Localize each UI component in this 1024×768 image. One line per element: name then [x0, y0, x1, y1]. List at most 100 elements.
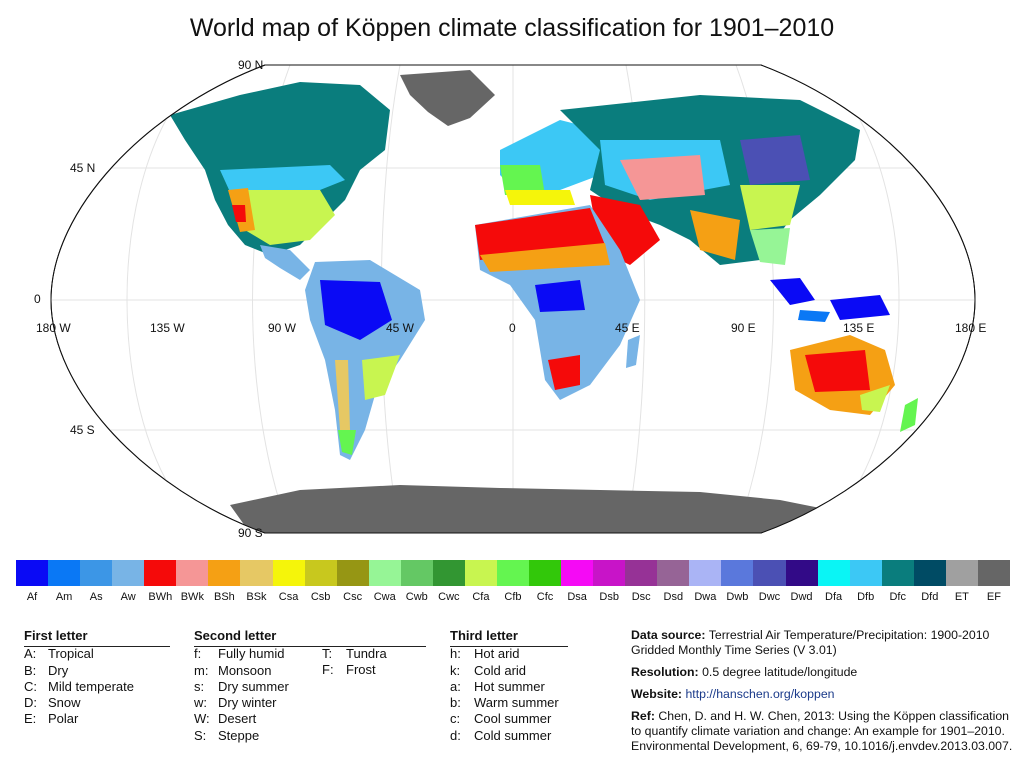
second-letter-value: Dry summer: [218, 678, 289, 694]
greenland: [400, 70, 495, 126]
third-letter-key: Third letter h: Hot arid k: Cold arid a: Hot …: [450, 628, 559, 744]
madagascar: [626, 335, 640, 368]
resolution-label: Resolution:: [631, 665, 699, 679]
legend-code-dfc: Dfc: [889, 591, 906, 603]
legend-code-csb: Csb: [310, 591, 331, 603]
third-letter-value: Cold summer: [474, 727, 552, 743]
first-letter-value: Polar: [48, 711, 79, 727]
second-letter-key: s:: [194, 678, 205, 694]
first-letter-row: E: Polar: [24, 711, 134, 727]
legend-code-dwc: Dwc: [758, 591, 781, 603]
legend-swatch-dfb: [849, 560, 882, 586]
second-letter-row: m: Monsoon: [194, 663, 289, 679]
reference: Ref: Chen, D. and H. W. Chen, 2013: Usin…: [631, 709, 1016, 754]
central-america: [260, 245, 310, 280]
second-letter-extra-key: F:: [322, 662, 334, 678]
reference-label: Ref:: [631, 709, 655, 723]
legend-code-dwd: Dwd: [790, 591, 813, 603]
third-letter-key: a:: [450, 678, 461, 694]
legend-code-et: ET: [954, 591, 969, 603]
second-letter-value: Steppe: [218, 727, 260, 743]
legend-swatch-am: [48, 560, 81, 586]
legend-color-bar: [16, 560, 1010, 586]
first-letter-row: B: Dry: [24, 663, 134, 679]
legend-swatch-af: [16, 560, 49, 586]
second-letter-key: S:: [194, 727, 207, 743]
legend-code-cfc: Cfc: [536, 591, 554, 603]
third-letter-key: c:: [450, 711, 461, 727]
new-zealand: [900, 398, 918, 432]
legend-swatch-bsk: [240, 560, 273, 586]
first-letter-rule: [24, 646, 170, 647]
legend-code-cwa: Cwa: [373, 591, 396, 603]
third-letter-key: h:: [450, 646, 461, 662]
first-letter-value: Mild temperate: [48, 678, 134, 694]
second-letter-extra-value: Tundra: [346, 646, 387, 661]
lon-label-135e: 135 E: [843, 321, 875, 335]
first-letter-value: Tropical: [48, 646, 94, 662]
third-letter-row: a: Hot summer: [450, 679, 559, 695]
legend-code-dsc: Dsc: [631, 591, 651, 603]
legend-swatch-dfd: [913, 560, 946, 586]
legend-code-cfb: Cfb: [504, 591, 522, 603]
first-letter-value: Dry: [48, 662, 69, 678]
second-letter-rule: [194, 646, 426, 647]
first-letter-row: D: Snow: [24, 695, 134, 711]
second-letter-key: f:: [194, 646, 202, 662]
lon-label-0: 0: [509, 321, 516, 335]
legend-swatch-cwa: [368, 560, 401, 586]
lat-label-45s: 45 S: [70, 423, 95, 437]
legend-swatch-cfc: [529, 560, 562, 586]
legend-code-dsb: Dsb: [599, 591, 619, 603]
website-link[interactable]: http://hanschen.org/koppen: [685, 687, 835, 701]
legend-swatch-dwd: [785, 560, 818, 586]
third-letter-row: c: Cool summer: [450, 711, 559, 727]
third-letter-row: h: Hot arid: [450, 646, 559, 662]
first-letter-key: First letter A: Tropical B: Dry C: Mild tempe…: [24, 628, 134, 728]
legend-code-dwa: Dwa: [694, 591, 717, 603]
second-letter-value: Monsoon: [218, 662, 272, 678]
first-letter-heading: First letter: [24, 628, 88, 643]
second-letter-key-extra: T: Tundra F: Frost: [322, 646, 387, 679]
second-letter-row: s: Dry summer: [194, 679, 289, 695]
lat-label-eq: 0: [34, 292, 41, 306]
southeast-asia: [770, 278, 815, 305]
lat-label-90n: 90 N: [238, 58, 264, 72]
third-letter-value: Cold arid: [474, 662, 527, 678]
second-letter-extra-value: Frost: [346, 662, 376, 678]
website: Website: http://hanschen.org/koppen: [631, 687, 1016, 702]
legend-swatch-dwc: [753, 560, 786, 586]
legend-code-csa: Csa: [278, 591, 299, 603]
legend-swatch-ef: [977, 560, 1010, 586]
lon-label-90e: 90 E: [731, 321, 756, 335]
legend-code-labels: Af Am As Aw BWh BWk BSh BSk Csa Csb Csc Cwa Cwb Cwc Cf…: [16, 591, 1010, 603]
lat-label-45n: 45 N: [70, 161, 96, 175]
lat-label-90s: 90 S: [238, 526, 263, 540]
legend-code-csc: Csc: [343, 591, 363, 603]
second-letter-row: w: Dry winter: [194, 695, 289, 711]
legend-code-ef: EF: [986, 591, 1001, 603]
second-letter-key: w:: [194, 695, 207, 711]
info-panel: Data source: Terrestrial Air Temperature…: [631, 628, 1016, 761]
legend-code-bsk: BSk: [246, 591, 267, 603]
third-letter-key: k:: [450, 662, 461, 678]
legend-code-dfa: Dfa: [825, 591, 843, 603]
legend-swatch-bsh: [208, 560, 241, 586]
legend-swatch-cwb: [400, 560, 433, 586]
legend-code-bwk: BWk: [180, 591, 204, 603]
legend-swatch-bwh: [144, 560, 177, 586]
legend-code-bsh: BSh: [214, 591, 235, 603]
first-letter-row: A: Tropical: [24, 646, 134, 662]
third-letter-rule: [450, 646, 568, 647]
reference-text: Chen, D. and H. W. Chen, 2013: Using the…: [631, 709, 1013, 753]
second-letter-key: m:: [194, 662, 209, 678]
land-masses: [170, 70, 918, 533]
second-letter-extra-row: F: Frost: [322, 662, 387, 678]
legend-swatch-dsb: [593, 560, 626, 586]
legend-swatch-et: [945, 560, 978, 586]
legend-swatch-dsd: [657, 560, 690, 586]
legend-code-am: Am: [55, 591, 73, 603]
legend-swatch-dwb: [721, 560, 754, 586]
data-source-label: Data source:: [631, 628, 706, 642]
legend-swatch-dsa: [561, 560, 594, 586]
